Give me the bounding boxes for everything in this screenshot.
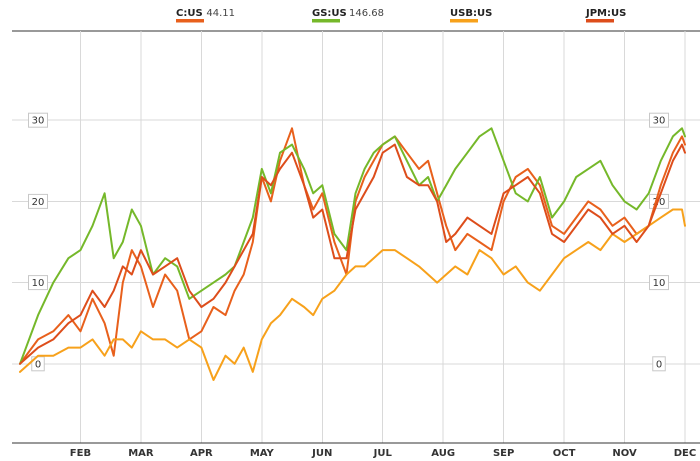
y-tick-label-box xyxy=(649,275,669,291)
series-line-jpmus xyxy=(19,143,686,365)
y-tick-label: 10 xyxy=(32,278,45,289)
y-tick-label-box xyxy=(652,356,666,372)
x-tick-label: MAR xyxy=(128,448,154,459)
y-tick-label-box xyxy=(28,275,48,291)
legend-series-name: JPM:US xyxy=(585,8,626,19)
x-tick-label: FEB xyxy=(70,448,91,459)
y-tick-label: 20 xyxy=(32,197,45,208)
legend-item: USB:US xyxy=(450,8,492,23)
x-tick-label: JUL xyxy=(373,448,393,459)
x-axis: FEB MAR APR MAY JUN JUL AUG SEP OCT NOV DEC xyxy=(12,442,700,459)
legend-item: GS:US 146.68 xyxy=(312,8,384,23)
grid xyxy=(12,30,700,443)
y-tick-label: 10 xyxy=(653,278,666,289)
x-tick-label: AUG xyxy=(431,448,455,459)
legend-swatch xyxy=(312,19,340,23)
legend-series-name: C:US xyxy=(176,8,203,19)
legend-swatch xyxy=(586,19,614,23)
y-tick-label: 30 xyxy=(653,116,666,127)
legend-series-value: 146.68 xyxy=(349,8,384,19)
x-tick-label: APR xyxy=(190,448,213,459)
y-tick-label-box xyxy=(28,112,48,128)
series-lines xyxy=(19,127,686,381)
legend-item: C:US 44.11 xyxy=(176,8,235,23)
legend-item: JPM:US xyxy=(585,8,626,23)
legend-series-name: GS:US xyxy=(312,8,347,19)
y-axis-labels: 0 0 10 10 20 20 30 30 xyxy=(28,112,669,372)
y-tick-label-box xyxy=(28,193,48,209)
x-tick-label: MAY xyxy=(250,448,275,459)
x-tick-label: JUN xyxy=(311,448,332,459)
x-tick-label: SEP xyxy=(493,448,514,459)
legend-series-name: USB:US xyxy=(450,8,492,19)
legend-swatch xyxy=(450,19,478,23)
series-line-cus xyxy=(19,127,686,365)
legend: C:US 44.11 GS:US 146.68 USB:US JPM:US xyxy=(176,8,626,23)
y-tick-label: 0 xyxy=(656,359,662,370)
y-tick-label-box xyxy=(649,112,669,128)
series-line-gsus xyxy=(19,127,686,365)
legend-swatch xyxy=(176,19,204,23)
series-line-usbus xyxy=(19,208,686,381)
legend-series-value: 44.11 xyxy=(206,8,235,19)
x-tick-label: OCT xyxy=(553,448,576,459)
y-tick-label: 30 xyxy=(32,116,45,127)
y-tick-label: 20 xyxy=(653,197,666,208)
x-tick-label: NOV xyxy=(612,448,637,459)
y-tick-label: 0 xyxy=(35,359,41,370)
x-tick-label: DEC xyxy=(674,448,696,459)
